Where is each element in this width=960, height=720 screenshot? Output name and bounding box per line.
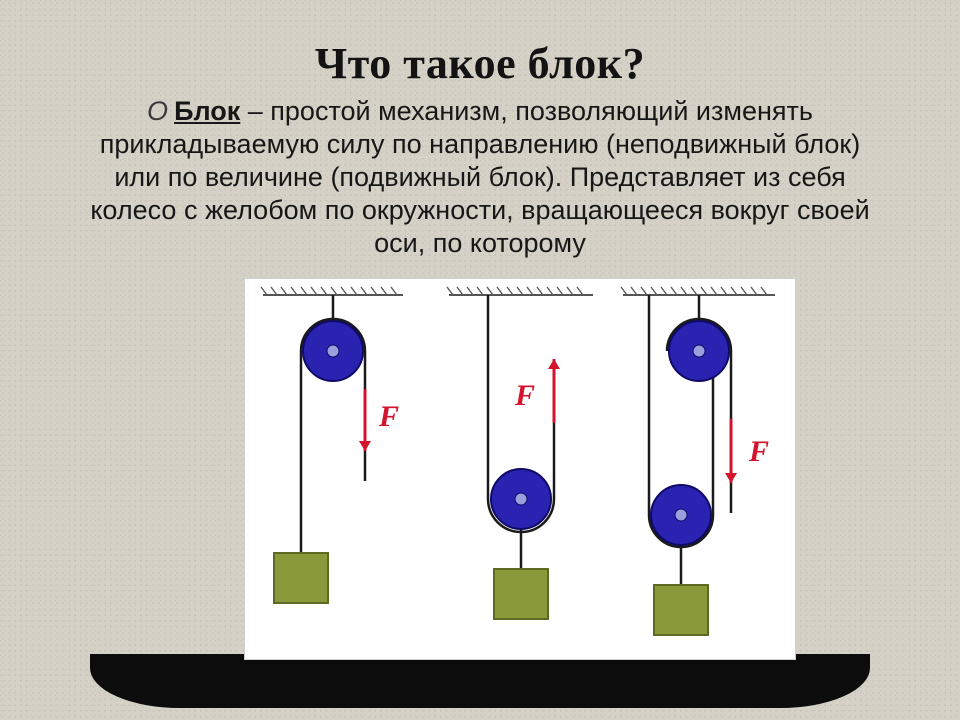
svg-text:F: F <box>748 435 769 468</box>
slide-content: Что такое блок? OБлок – простой механизм… <box>50 10 910 682</box>
svg-text:F: F <box>378 400 399 433</box>
pulley-figure: F F F <box>244 278 796 660</box>
definition-paragraph: OБлок – простой механизм, позволяющий из… <box>50 89 910 260</box>
term-block: Блок <box>174 96 240 126</box>
slide-title: Что такое блок? <box>50 10 910 89</box>
pulley-diagram-svg: F F F <box>245 279 797 661</box>
bullet-marker: O <box>147 96 168 126</box>
svg-text:F: F <box>514 379 535 412</box>
